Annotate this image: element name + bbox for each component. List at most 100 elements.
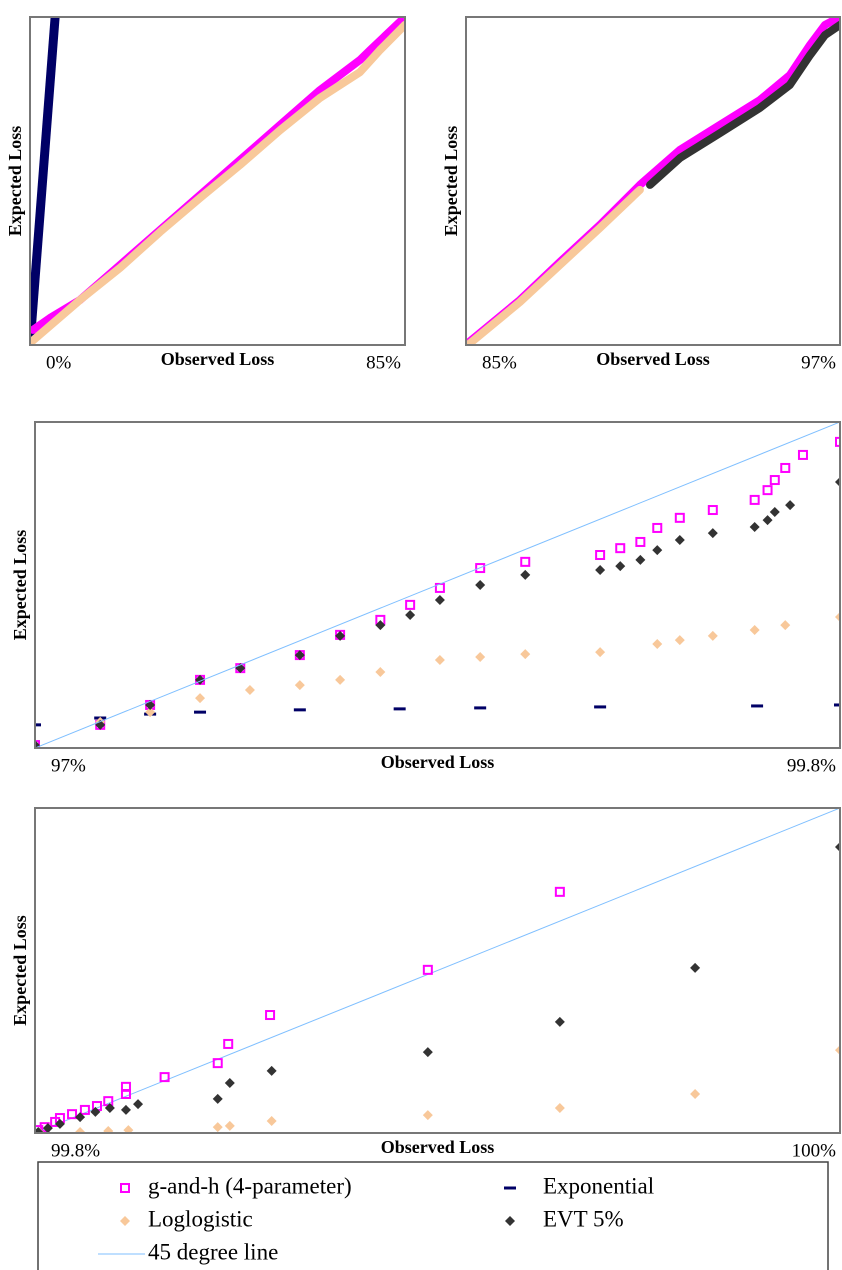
square-marker [835,436,840,447]
diamond-marker [42,1123,53,1133]
series-line [35,808,840,1133]
diamond-marker [75,1112,86,1123]
diamond-marker [434,594,445,605]
x-axis-label: Observed Loss [381,752,495,772]
dash-marker [393,707,406,711]
diamond-marker [674,535,685,546]
diamond-marker [835,1045,840,1056]
series-line [30,17,60,345]
diamond-marker [762,515,773,526]
dash-marker [504,1186,516,1190]
diamond-marker [104,1102,115,1113]
diamond-marker [835,611,840,622]
square-marker [652,522,663,533]
series-band [30,20,405,345]
diamond-marker [224,1077,235,1088]
square-marker [780,462,791,473]
series-band [30,17,405,334]
square-marker [674,512,685,523]
diamond-marker [595,647,606,658]
diamond-marker [554,1102,565,1113]
legend-label: EVT 5% [543,1206,624,1231]
diamond-marker [422,1110,433,1121]
dash-marker [194,710,207,714]
square-marker [749,494,760,505]
x-range-label: 99.8% [787,755,836,776]
square-marker [35,1125,44,1133]
diamond-marker [835,476,840,487]
plot-area [466,17,840,345]
diamond-marker [505,1216,515,1226]
diamond-marker [375,667,386,678]
legend-label: 45 degree line [148,1239,278,1264]
square-marker [405,599,416,610]
square-marker [67,1109,78,1120]
diamond-marker [103,1126,114,1133]
x-axis-label: Observed Loss [596,349,710,369]
diamond-marker [835,842,840,852]
diamond-marker [434,654,445,665]
square-marker [615,543,626,554]
y-axis-label: Expected Loss [5,126,25,237]
diamond-marker [749,624,760,635]
square-marker [223,1038,234,1049]
series-band [646,20,840,189]
diamond-marker [652,545,663,556]
diamond-marker [375,620,386,631]
diamond-marker [133,1099,144,1110]
plot-area [35,422,840,748]
diamond-marker [212,1122,223,1133]
diamond-marker [123,1125,134,1133]
legend-box [37,1161,829,1270]
series-line [35,422,840,748]
square-marker [212,1058,223,1069]
diamond-marker [635,554,646,565]
diamond-marker [707,630,718,641]
square-marker [422,964,433,975]
diamond-marker [690,1089,701,1099]
diamond-marker [422,1047,433,1058]
diamond-marker [520,569,531,580]
diamond-marker [145,707,156,718]
square-marker [554,886,565,897]
dash-marker [751,704,764,708]
diamond-marker [335,674,346,685]
plot-frame [34,421,841,749]
x-axis-label: Observed Loss [161,349,275,369]
square-marker [520,556,531,567]
diamond-marker [674,635,685,646]
plot-frame [29,16,406,346]
plot-frame [34,807,841,1134]
diamond-marker [294,680,305,691]
diamond-marker [595,565,606,576]
dash-marker [594,705,607,709]
square-marker [797,449,808,460]
x-range-label: 0% [46,352,72,373]
y-axis-label: Expected Loss [10,915,30,1026]
diamond-marker [75,1127,86,1133]
diamond-marker [54,1118,65,1129]
square-marker [79,1104,90,1115]
plot-area [30,17,405,345]
diamond-marker [785,500,796,511]
x-range-label: 99.8% [51,1140,100,1161]
x-range-label: 97% [51,755,86,776]
diamond-marker [554,1016,565,1027]
square-marker [265,1010,276,1021]
diamond-marker [475,652,486,663]
diamond-marker [405,609,416,620]
diamond-marker [652,639,663,650]
diamond-marker [615,561,626,572]
diamond-marker [294,650,305,661]
y-axis-label: Expected Loss [10,530,30,641]
diamond-marker [90,1106,101,1117]
diamond-marker [120,1104,131,1115]
legend-label: g-and-h (4-parameter) [148,1173,352,1198]
diamond-marker [35,1127,44,1133]
square-marker [120,1081,131,1092]
diamond-marker [212,1093,223,1104]
diamond-marker [224,1120,235,1131]
square-marker [475,563,486,574]
square-marker [120,1183,130,1193]
